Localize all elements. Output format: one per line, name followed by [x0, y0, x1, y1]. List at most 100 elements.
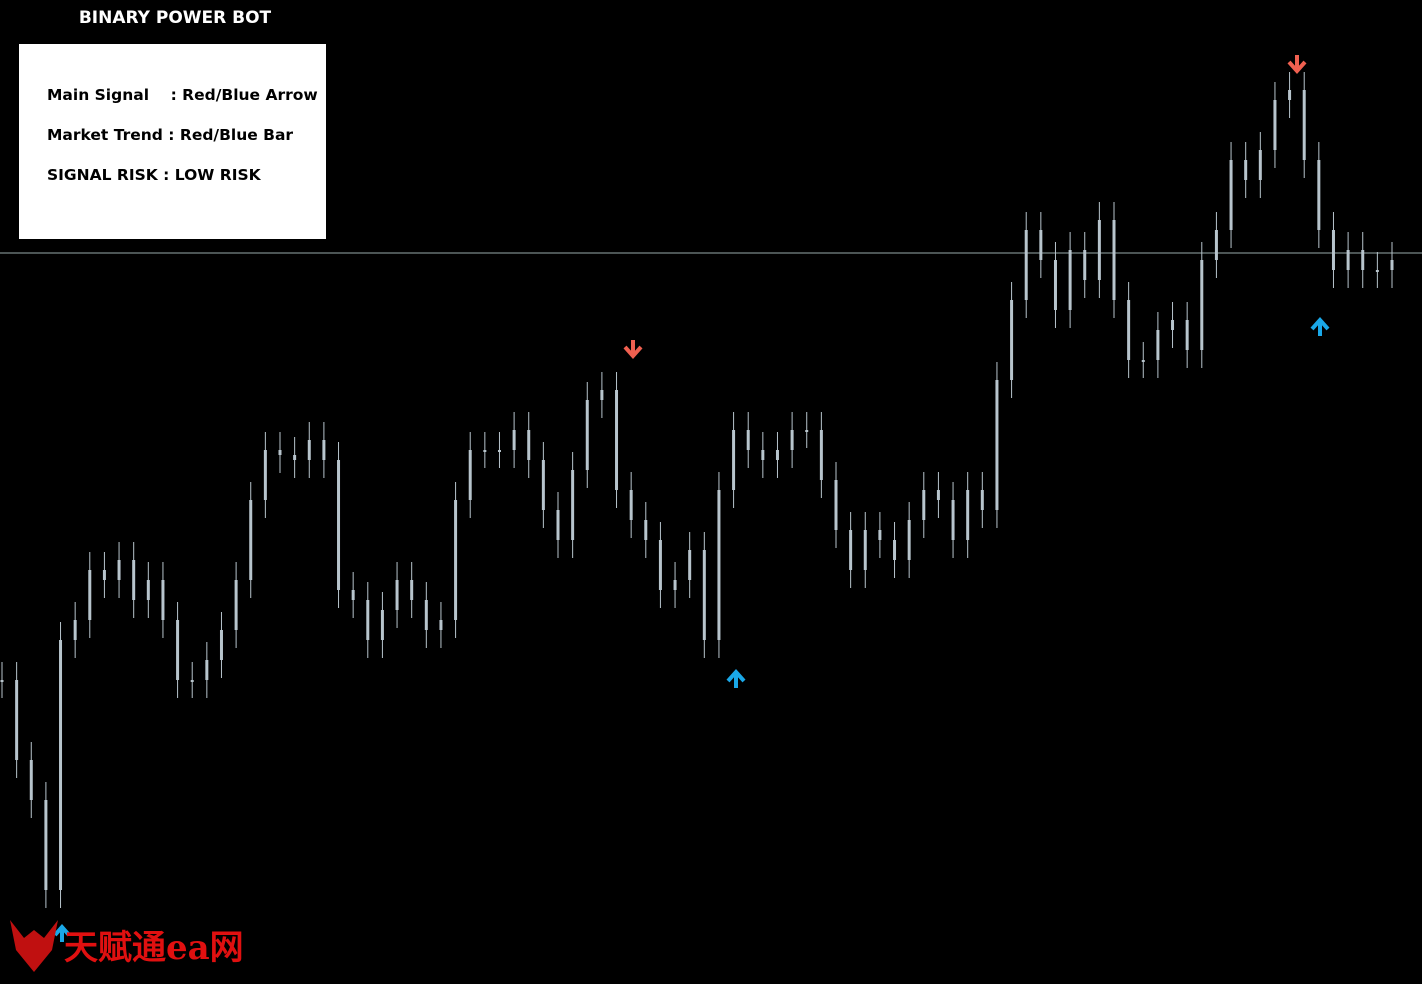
candle: [1185, 320, 1189, 350]
candle: [1346, 250, 1350, 270]
candle: [717, 490, 721, 640]
candle: [922, 490, 926, 520]
candle: [819, 430, 823, 480]
candle: [1361, 250, 1365, 270]
candle: [29, 760, 33, 800]
candle: [1200, 260, 1204, 350]
candle: [893, 540, 897, 560]
candle: [980, 490, 984, 510]
candle: [732, 430, 736, 490]
info-line: Market Trend : Red/Blue Bar: [47, 126, 294, 144]
candle: [1229, 160, 1233, 230]
candle: [1317, 160, 1321, 230]
candle: [790, 430, 794, 450]
candle: [556, 510, 560, 540]
candle: [395, 580, 399, 610]
candle: [951, 500, 955, 540]
candle: [439, 620, 443, 630]
candle: [1390, 260, 1394, 270]
candle: [337, 460, 341, 590]
candle: [1083, 250, 1087, 280]
info-panel: Main Signal : Red/Blue Arrow Market Tren…: [19, 44, 326, 239]
candle: [234, 580, 238, 630]
candle: [907, 520, 911, 560]
candle: [1024, 230, 1028, 300]
signal-arrows: [10, 55, 1330, 972]
candle: [0, 680, 4, 682]
candles: [0, 72, 1394, 908]
candle: [1053, 260, 1057, 310]
candle: [673, 580, 677, 590]
candle: [190, 680, 194, 682]
sell-arrow: [623, 340, 643, 360]
candle: [88, 570, 92, 620]
candle: [600, 390, 604, 400]
candle: [541, 460, 545, 510]
candle: [380, 610, 384, 640]
candle: [1273, 100, 1277, 150]
candle: [658, 540, 662, 590]
candle: [702, 550, 706, 640]
candle: [483, 450, 487, 452]
candle: [351, 590, 355, 600]
candle: [146, 580, 150, 600]
candle: [307, 440, 311, 460]
candle: [468, 450, 472, 500]
candle: [44, 800, 48, 890]
candle: [878, 530, 882, 540]
candle: [1010, 300, 1014, 380]
candle: [849, 530, 853, 570]
buy-arrow: [1310, 316, 1330, 336]
candle: [1331, 230, 1335, 270]
info-line: Main Signal : Red/Blue Arrow: [47, 86, 318, 104]
candle: [1258, 150, 1262, 180]
candle: [249, 500, 253, 580]
candle: [1112, 220, 1116, 300]
watermark: 天赋通ea网: [64, 928, 244, 968]
candle: [512, 430, 516, 450]
candle: [293, 455, 297, 460]
app-title: BINARY POWER BOT: [78, 8, 272, 28]
candle: [746, 430, 750, 450]
candle: [834, 480, 838, 530]
candle: [1141, 360, 1145, 362]
candle: [1375, 270, 1379, 272]
candle: [366, 600, 370, 640]
candle: [278, 450, 282, 455]
candle: [15, 680, 19, 760]
candle: [219, 630, 223, 660]
candle: [263, 450, 267, 500]
candle: [117, 560, 121, 580]
candle: [59, 640, 63, 890]
sell-arrow: [1287, 55, 1307, 75]
candle: [571, 470, 575, 540]
candle: [1039, 230, 1043, 260]
candle: [424, 600, 428, 630]
candle: [1214, 230, 1218, 260]
candle: [102, 570, 106, 580]
candle: [688, 550, 692, 580]
candle: [161, 580, 165, 620]
buy-arrow: [726, 668, 746, 688]
candle: [805, 430, 809, 432]
candle: [73, 620, 77, 640]
candle: [132, 560, 136, 600]
candle: [410, 580, 414, 600]
candle: [205, 660, 209, 680]
candle: [995, 380, 999, 510]
candle: [863, 530, 867, 570]
candle: [176, 620, 180, 680]
candle: [761, 450, 765, 460]
candle: [1302, 90, 1306, 160]
candle: [936, 490, 940, 500]
candle: [1127, 300, 1131, 360]
candle: [629, 490, 633, 520]
logo-icon: [10, 920, 58, 972]
candle: [1068, 250, 1072, 310]
candle: [615, 390, 619, 490]
candle: [644, 520, 648, 540]
candle: [1097, 220, 1101, 280]
candle: [966, 490, 970, 540]
candle: [1156, 330, 1160, 360]
